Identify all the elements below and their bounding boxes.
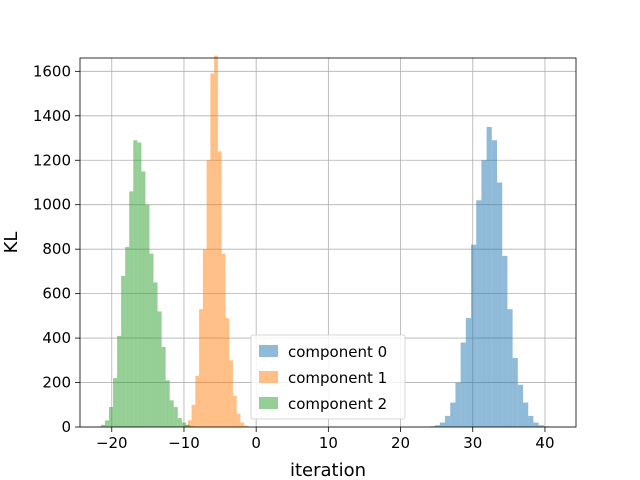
histogram-bar bbox=[137, 142, 142, 427]
x-tick-label: 30 bbox=[463, 434, 482, 452]
legend-swatch bbox=[259, 371, 278, 383]
histogram-bar bbox=[153, 282, 158, 427]
x-tick-label: −10 bbox=[168, 434, 200, 452]
histogram-bar bbox=[113, 378, 118, 427]
histogram-bar bbox=[221, 253, 226, 427]
histogram-bar bbox=[465, 318, 472, 427]
histogram-bar bbox=[497, 182, 503, 427]
y-tick-label: 800 bbox=[42, 240, 71, 258]
x-tick-label: 10 bbox=[319, 434, 338, 452]
y-tick-label: 400 bbox=[42, 329, 71, 347]
legend-entry-label: component 1 bbox=[288, 369, 387, 387]
y-tick-label: 200 bbox=[42, 374, 71, 392]
histogram-bar bbox=[109, 406, 114, 427]
y-tick-label: 1200 bbox=[33, 151, 71, 169]
y-tick-label: 1600 bbox=[33, 62, 71, 80]
histogram-bar bbox=[236, 413, 241, 427]
y-tick-label: 0 bbox=[61, 418, 71, 436]
x-axis-label: iteration bbox=[290, 460, 366, 480]
histogram-bar bbox=[528, 415, 534, 427]
x-tick-label: 20 bbox=[391, 434, 410, 452]
histogram-bar bbox=[471, 244, 477, 427]
series-1-bars bbox=[180, 55, 252, 428]
y-tick-label: 600 bbox=[42, 285, 71, 303]
histogram-bar bbox=[439, 422, 446, 427]
y-tick-label: 1400 bbox=[33, 107, 71, 125]
histogram-bar bbox=[141, 171, 146, 427]
x-tick-label: 40 bbox=[535, 434, 554, 452]
histogram-bar bbox=[460, 342, 466, 427]
legend-swatch bbox=[259, 345, 278, 357]
histogram-bar bbox=[455, 382, 461, 427]
histogram-bar bbox=[533, 422, 539, 427]
histogram-bar bbox=[244, 425, 248, 427]
histogram-bar bbox=[149, 253, 154, 427]
y-tick-label: 1000 bbox=[33, 196, 71, 214]
x-tick-label: 0 bbox=[251, 434, 261, 452]
histogram-bar bbox=[117, 335, 122, 427]
histogram-bar bbox=[512, 358, 518, 427]
histogram-bar bbox=[491, 140, 498, 427]
histogram-bar bbox=[100, 424, 105, 427]
histogram-bar bbox=[240, 422, 245, 427]
histogram-bar bbox=[191, 404, 196, 427]
histogram-bar bbox=[229, 360, 233, 427]
histogram-bar bbox=[538, 425, 544, 427]
y-axis-label: KL bbox=[1, 232, 22, 254]
legend-entry-label: component 0 bbox=[288, 343, 387, 361]
histogram-bar bbox=[202, 249, 207, 427]
x-tick-label: −20 bbox=[96, 434, 128, 452]
histogram-bar bbox=[173, 406, 178, 427]
histogram-bar bbox=[517, 384, 524, 427]
histogram-bar bbox=[157, 311, 162, 427]
histogram-bar bbox=[161, 346, 166, 427]
histogram-bar bbox=[169, 400, 174, 427]
histogram-bar bbox=[476, 200, 482, 427]
tick-layer: −20 −10 0 10 20 30 400200400600800100012001400… bbox=[33, 62, 555, 452]
histogram-bar bbox=[165, 380, 170, 427]
histogram-bar bbox=[121, 275, 126, 427]
histogram-bars bbox=[100, 55, 555, 428]
histogram-bar bbox=[104, 420, 110, 427]
histogram-bar bbox=[434, 425, 440, 427]
histogram-bar bbox=[199, 309, 203, 427]
legend: component 0 component 1 component 2 bbox=[250, 334, 406, 420]
histogram-bar bbox=[450, 402, 456, 427]
histogram-bar bbox=[210, 73, 215, 427]
histogram-bar bbox=[133, 140, 138, 427]
legend-entry-label: component 2 bbox=[288, 395, 387, 413]
histogram-bar bbox=[195, 375, 200, 427]
histogram-bar bbox=[206, 160, 211, 428]
histogram-bar bbox=[125, 246, 130, 427]
legend-box bbox=[250, 334, 406, 420]
histogram-bar bbox=[481, 160, 487, 428]
histogram-bar bbox=[185, 424, 190, 427]
histogram-bar bbox=[181, 422, 186, 427]
histogram-bar bbox=[232, 395, 237, 427]
histogram-bar bbox=[486, 126, 492, 427]
series-0-bars bbox=[429, 126, 555, 428]
histogram-bar bbox=[523, 402, 529, 427]
histogram-bar bbox=[214, 55, 218, 428]
legend-swatch bbox=[259, 397, 278, 409]
series-2-bars bbox=[100, 140, 198, 427]
histogram-bar bbox=[177, 418, 182, 427]
histogram-bar bbox=[217, 151, 222, 427]
histogram-bar bbox=[225, 318, 230, 427]
histogram-bar bbox=[502, 255, 508, 427]
histogram-bar bbox=[445, 415, 451, 427]
histogram-bar bbox=[507, 309, 513, 427]
histogram-bar bbox=[129, 191, 134, 427]
histogram-bar bbox=[145, 204, 150, 427]
histogram-bar bbox=[187, 420, 192, 427]
